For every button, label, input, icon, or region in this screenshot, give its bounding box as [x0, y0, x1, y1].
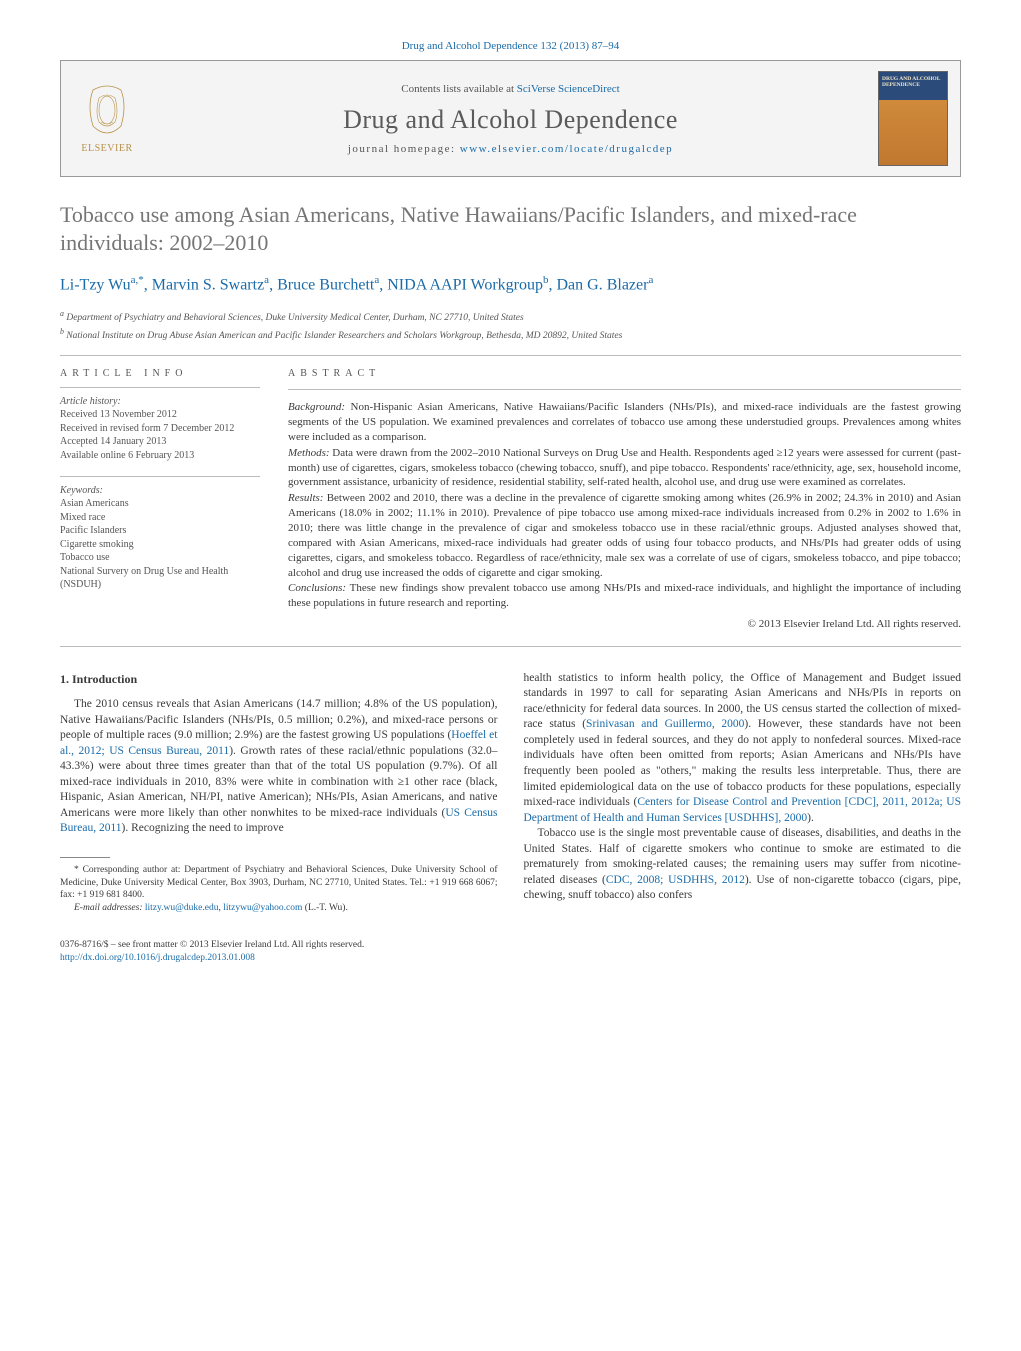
body-paragraph: Tobacco use is the single most preventab…: [524, 826, 962, 904]
abstract-methods: Data were drawn from the 2002–2010 Natio…: [288, 447, 961, 489]
contents-text: Contents lists available at: [401, 83, 516, 95]
info-divider: [60, 387, 260, 388]
citation-link[interactable]: Srinivasan and Guillermo, 2000: [586, 718, 744, 730]
page-footer: 0376-8716/$ – see front matter © 2013 El…: [60, 939, 961, 966]
keyword: Pacific Islanders: [60, 524, 260, 538]
contents-line: Contents lists available at SciVerse Sci…: [155, 83, 866, 95]
abstract-divider: [288, 389, 961, 390]
article-title: Tobacco use among Asian Americans, Nativ…: [60, 201, 961, 256]
abstract-results: Between 2002 and 2010, there was a decli…: [288, 492, 961, 578]
divider: [60, 355, 961, 356]
citation-link[interactable]: CDC, 2008; USDHHS, 2012: [606, 874, 745, 886]
body-paragraph: The 2010 census reveals that Asian Ameri…: [60, 697, 498, 837]
body-left-column: 1. Introduction The 2010 census reveals …: [60, 671, 498, 915]
affiliations: a Department of Psychiatry and Behaviora…: [60, 308, 961, 343]
email-line: E-mail addresses: litzy.wu@duke.edu, lit…: [60, 902, 498, 915]
methods-label: Methods:: [288, 447, 330, 459]
doi-link[interactable]: http://dx.doi.org/10.1016/j.drugalcdep.2…: [60, 953, 255, 963]
history-online: Available online 6 February 2013: [60, 449, 260, 463]
front-matter-line: 0376-8716/$ – see front matter © 2013 El…: [60, 939, 961, 952]
article-history-block: Article history: Received 13 November 20…: [60, 396, 260, 462]
abstract-column: abstract Background: Non-Hispanic Asian …: [288, 368, 961, 632]
abstract-background: Non-Hispanic Asian Americans, Native Haw…: [288, 401, 961, 443]
journal-ref-link[interactable]: Drug and Alcohol Dependence 132 (2013) 8…: [402, 40, 620, 52]
journal-header-box: ELSEVIER Contents lists available at Sci…: [60, 60, 961, 177]
results-label: Results:: [288, 492, 323, 504]
abstract-heading: abstract: [288, 368, 961, 379]
info-divider-2: [60, 476, 260, 477]
background-label: Background:: [288, 401, 345, 413]
journal-title: Drug and Alcohol Dependence: [155, 105, 866, 135]
keyword: National Survery on Drug Use and Health …: [60, 565, 260, 592]
elsevier-logo: ELSEVIER: [73, 78, 141, 160]
section-heading-intro: 1. Introduction: [60, 671, 498, 687]
header-center: Contents lists available at SciVerse Sci…: [155, 83, 866, 155]
footnotes: * Corresponding author at: Department of…: [60, 864, 498, 915]
cover-text: DRUG AND ALCOHOL DEPENDENCE: [882, 76, 944, 88]
journal-reference: Drug and Alcohol Dependence 132 (2013) 8…: [60, 40, 961, 52]
info-abstract-row: article info Article history: Received 1…: [60, 368, 961, 632]
keyword: Mixed race: [60, 511, 260, 525]
journal-homepage: journal homepage: www.elsevier.com/locat…: [155, 143, 866, 155]
email-link[interactable]: litzy.wu@duke.edu: [145, 903, 219, 913]
page-container: Drug and Alcohol Dependence 132 (2013) 8…: [0, 0, 1021, 996]
sciencedirect-link[interactable]: SciVerse ScienceDirect: [517, 83, 620, 95]
affiliation-a: a Department of Psychiatry and Behaviora…: [60, 308, 961, 325]
affiliation-b: b National Institute on Drug Abuse Asian…: [60, 326, 961, 343]
keywords-label: Keywords:: [60, 485, 260, 496]
footnote-divider: [60, 857, 110, 858]
svg-text:ELSEVIER: ELSEVIER: [81, 143, 132, 154]
email-link[interactable]: litzywu@yahoo.com: [223, 903, 302, 913]
copyright: © 2013 Elsevier Ireland Ltd. All rights …: [288, 617, 961, 632]
authors: Li-Tzy Wua,*, Marvin S. Swartza, Bruce B…: [60, 274, 961, 294]
history-received: Received 13 November 2012: [60, 408, 260, 422]
keyword: Cigarette smoking: [60, 538, 260, 552]
keyword: Asian Americans: [60, 497, 260, 511]
body-right-column: health statistics to inform health polic…: [524, 671, 962, 915]
abstract-conclusions: These new findings show prevalent tobacc…: [288, 582, 961, 609]
abstract-text: Background: Non-Hispanic Asian Americans…: [288, 400, 961, 632]
body-columns: 1. Introduction The 2010 census reveals …: [60, 671, 961, 915]
corresponding-author: * Corresponding author at: Department of…: [60, 864, 498, 902]
body-paragraph: health statistics to inform health polic…: [524, 671, 962, 826]
article-info-heading: article info: [60, 368, 260, 379]
divider-2: [60, 646, 961, 647]
keyword: Tobacco use: [60, 551, 260, 565]
journal-cover-thumbnail: DRUG AND ALCOHOL DEPENDENCE: [878, 71, 948, 166]
conclusions-label: Conclusions:: [288, 582, 346, 594]
article-info-column: article info Article history: Received 1…: [60, 368, 260, 632]
keywords-block: Keywords: Asian Americans Mixed race Pac…: [60, 485, 260, 592]
history-accepted: Accepted 14 January 2013: [60, 435, 260, 449]
history-label: Article history:: [60, 396, 260, 407]
journal-homepage-link[interactable]: www.elsevier.com/locate/drugalcdep: [460, 143, 673, 155]
history-revised: Received in revised form 7 December 2012: [60, 422, 260, 436]
homepage-label: journal homepage:: [348, 143, 460, 155]
